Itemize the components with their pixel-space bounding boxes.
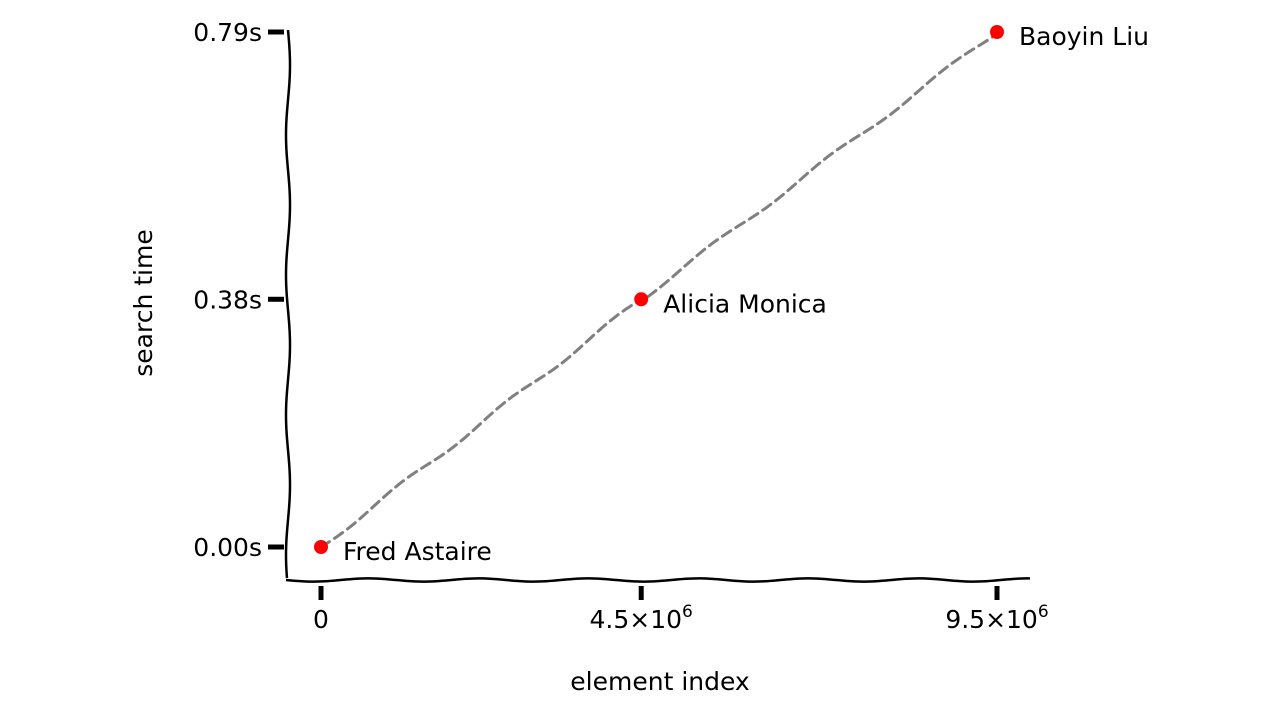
data-point [314,540,328,554]
series-line [319,32,999,549]
y-tick-label: 0.38s [193,285,262,314]
data-point [990,25,1004,39]
point-label: Alicia Monica [663,289,827,318]
x-tick-label: 9.5×106 [945,602,1048,634]
x-axis-line [285,577,1031,583]
x-axis-title: element index [570,667,749,696]
data-points: Fred Astaire Alicia Monica Baoyin Liu [314,22,1149,566]
y-axis-title: search time [129,229,158,376]
y-tick-label: 0.79s [193,18,262,47]
point-label: Baoyin Liu [1019,22,1149,51]
axes [284,29,1031,583]
trend-line [319,32,999,549]
data-point [634,292,649,307]
x-tick-label: 0 [313,605,329,634]
x-tick-label: 4.5×106 [590,602,693,634]
ticks: 0.00s 0.38s 0.79s 0 4.5×106 9.5×106 [193,18,1048,634]
point-label: Fred Astaire [343,537,492,566]
y-tick-label: 0.00s [193,533,262,562]
y-axis-line [284,29,292,579]
